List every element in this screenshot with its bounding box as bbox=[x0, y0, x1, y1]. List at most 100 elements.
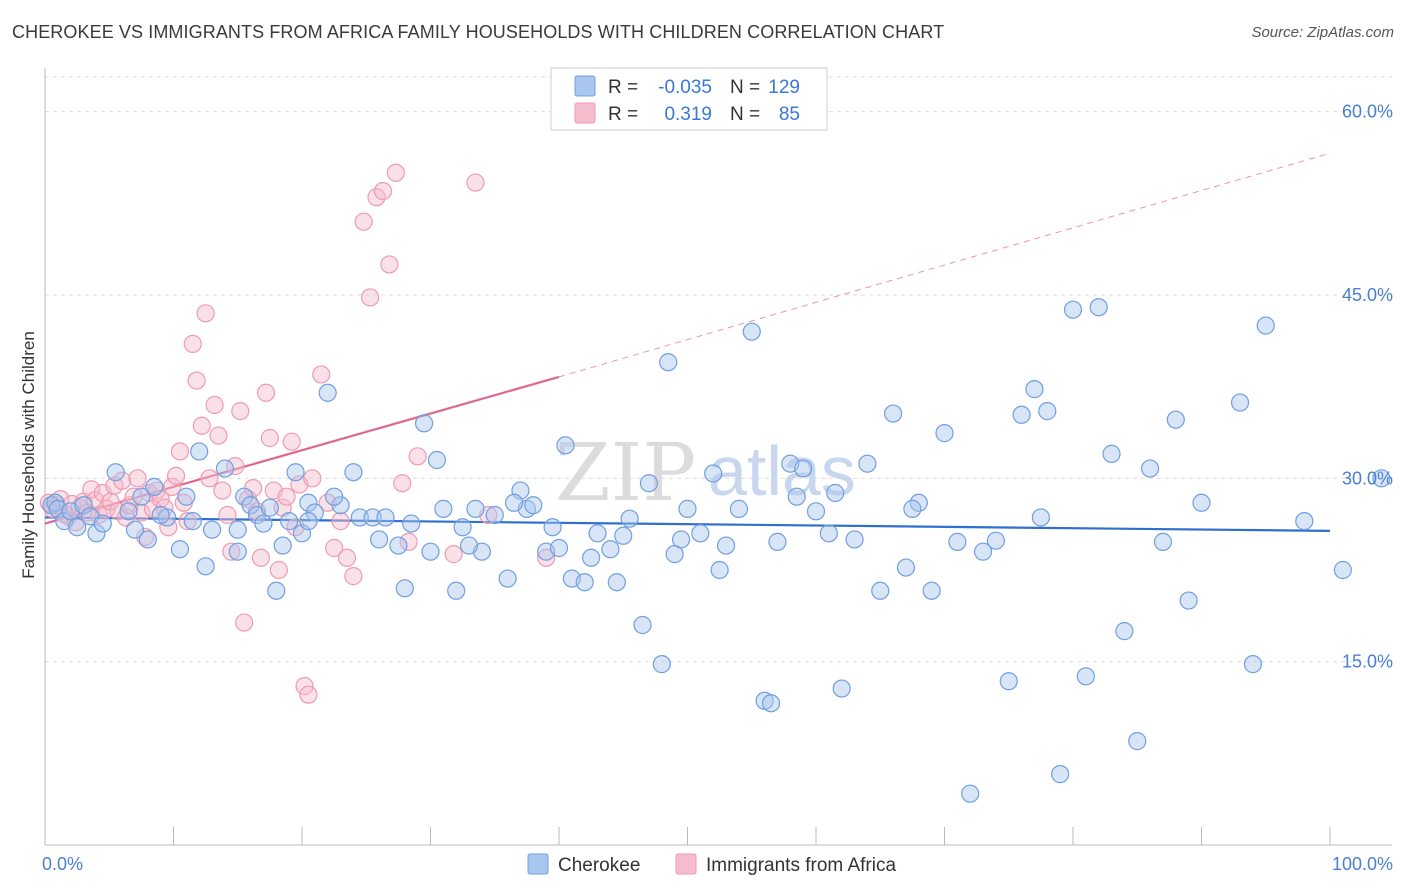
point-cherokee bbox=[768, 532, 787, 551]
point-cherokee bbox=[826, 483, 845, 503]
legend-swatch-africa bbox=[574, 102, 596, 124]
point-cherokee bbox=[704, 464, 723, 483]
point-cherokee bbox=[1140, 459, 1160, 478]
point-immigrants-from-africa bbox=[231, 402, 250, 421]
point-cherokee bbox=[260, 498, 279, 517]
point-cherokee bbox=[1038, 402, 1057, 421]
legend-swatch-cherokee bbox=[574, 75, 596, 97]
point-cherokee bbox=[787, 487, 806, 506]
point-cherokee bbox=[761, 694, 781, 713]
point-immigrants-from-africa bbox=[373, 182, 393, 201]
point-immigrants-from-africa bbox=[200, 469, 219, 488]
point-cherokee bbox=[1102, 444, 1121, 463]
point-cherokee bbox=[1166, 410, 1185, 429]
y-tick-label: 45.0% bbox=[1342, 285, 1393, 305]
axes bbox=[44, 68, 1392, 846]
point-cherokee bbox=[344, 463, 363, 482]
point-cherokee bbox=[614, 526, 633, 545]
point-cherokee bbox=[858, 454, 877, 473]
point-immigrants-from-africa bbox=[295, 677, 314, 696]
point-cherokee bbox=[607, 573, 626, 592]
point-cherokee bbox=[883, 404, 903, 423]
point-cherokee bbox=[125, 520, 145, 539]
point-cherokee bbox=[453, 518, 472, 537]
point-immigrants-from-africa bbox=[128, 469, 147, 488]
tick-labels: 15.0% 30.0% 45.0% 60.0% 0.0% 100.0% bbox=[42, 102, 1393, 874]
point-cherokee bbox=[832, 679, 851, 698]
y-tick-label: 15.0% bbox=[1342, 652, 1393, 672]
point-cherokee bbox=[241, 496, 260, 515]
point-cherokee bbox=[633, 615, 652, 635]
point-cherokee bbox=[215, 459, 234, 478]
point-cherokee bbox=[742, 322, 761, 341]
point-cherokee bbox=[806, 502, 826, 521]
point-cherokee bbox=[273, 536, 292, 555]
point-cherokee bbox=[948, 532, 967, 551]
legend-n-label-1: N = bbox=[730, 77, 760, 98]
point-cherokee bbox=[138, 530, 157, 549]
point-cherokee bbox=[999, 672, 1018, 691]
point-cherokee bbox=[254, 514, 273, 533]
point-immigrants-from-africa bbox=[209, 426, 228, 445]
point-cherokee bbox=[1012, 405, 1031, 424]
point-cherokee bbox=[1115, 622, 1134, 641]
point-cherokee bbox=[196, 557, 215, 576]
point-cherokee bbox=[1063, 300, 1083, 319]
point-immigrants-from-africa bbox=[380, 255, 399, 274]
point-cherokee bbox=[286, 463, 305, 482]
point-immigrants-from-africa bbox=[132, 503, 151, 522]
point-immigrants-from-africa bbox=[393, 474, 412, 493]
point-cherokee bbox=[1256, 316, 1275, 335]
watermark: ZIP atlas bbox=[555, 426, 856, 519]
point-cherokee bbox=[903, 499, 922, 518]
point-cherokee bbox=[1089, 298, 1108, 317]
watermark-zip: ZIP bbox=[555, 426, 696, 519]
point-cherokee bbox=[202, 520, 222, 539]
point-cherokee bbox=[1230, 393, 1250, 412]
point-cherokee bbox=[376, 508, 395, 527]
point-cherokee bbox=[267, 581, 286, 600]
point-immigrants-from-africa bbox=[192, 416, 211, 435]
point-immigrants-from-africa bbox=[205, 395, 224, 415]
bottom-legend-swatch-cherokee bbox=[527, 853, 549, 875]
bottom-legend-africa: Immigrants from Africa bbox=[706, 855, 896, 876]
point-cherokee bbox=[145, 477, 164, 496]
point-cherokee bbox=[1243, 655, 1263, 674]
point-cherokee bbox=[485, 505, 504, 525]
point-immigrants-from-africa bbox=[466, 173, 485, 192]
point-cherokee bbox=[973, 542, 993, 561]
point-immigrants-from-africa bbox=[337, 548, 357, 567]
point-cherokee bbox=[299, 493, 318, 512]
point-cherokee bbox=[434, 499, 453, 518]
point-cherokee bbox=[170, 540, 190, 559]
y-axis-label: Family Households with Children bbox=[19, 331, 38, 579]
point-cherokee bbox=[1025, 380, 1044, 399]
point-cherokee bbox=[228, 520, 247, 539]
point-immigrants-from-africa bbox=[444, 545, 463, 564]
point-cherokee bbox=[421, 542, 440, 561]
correlation-legend: R = -0.035 N = 129 R = 0.319 N = 85 bbox=[550, 67, 828, 131]
bottom-legend-swatch-africa bbox=[675, 853, 697, 875]
point-cherokee bbox=[1051, 765, 1070, 784]
point-cherokee bbox=[183, 512, 202, 531]
point-cherokee bbox=[871, 581, 890, 600]
watermark-atlas: atlas bbox=[708, 432, 856, 510]
point-immigrants-from-africa bbox=[312, 365, 331, 384]
point-immigrants-from-africa bbox=[386, 163, 405, 182]
point-cherokee bbox=[575, 573, 594, 592]
point-cherokee bbox=[370, 530, 389, 549]
point-cherokee bbox=[299, 512, 318, 531]
x-tick-label-max: 100.0% bbox=[1332, 854, 1393, 874]
point-cherokee bbox=[556, 436, 575, 455]
point-cherokee bbox=[1295, 512, 1314, 531]
point-cherokee bbox=[524, 496, 543, 515]
point-immigrants-from-africa bbox=[187, 371, 206, 390]
point-cherokee bbox=[729, 499, 749, 518]
point-cherokee bbox=[190, 442, 209, 461]
point-cherokee bbox=[935, 424, 954, 443]
point-cherokee bbox=[119, 502, 138, 521]
point-cherokee bbox=[588, 524, 607, 543]
point-cherokee bbox=[582, 548, 601, 567]
legend-n-value-2: 85 bbox=[779, 104, 800, 125]
point-cherokee bbox=[678, 499, 697, 518]
